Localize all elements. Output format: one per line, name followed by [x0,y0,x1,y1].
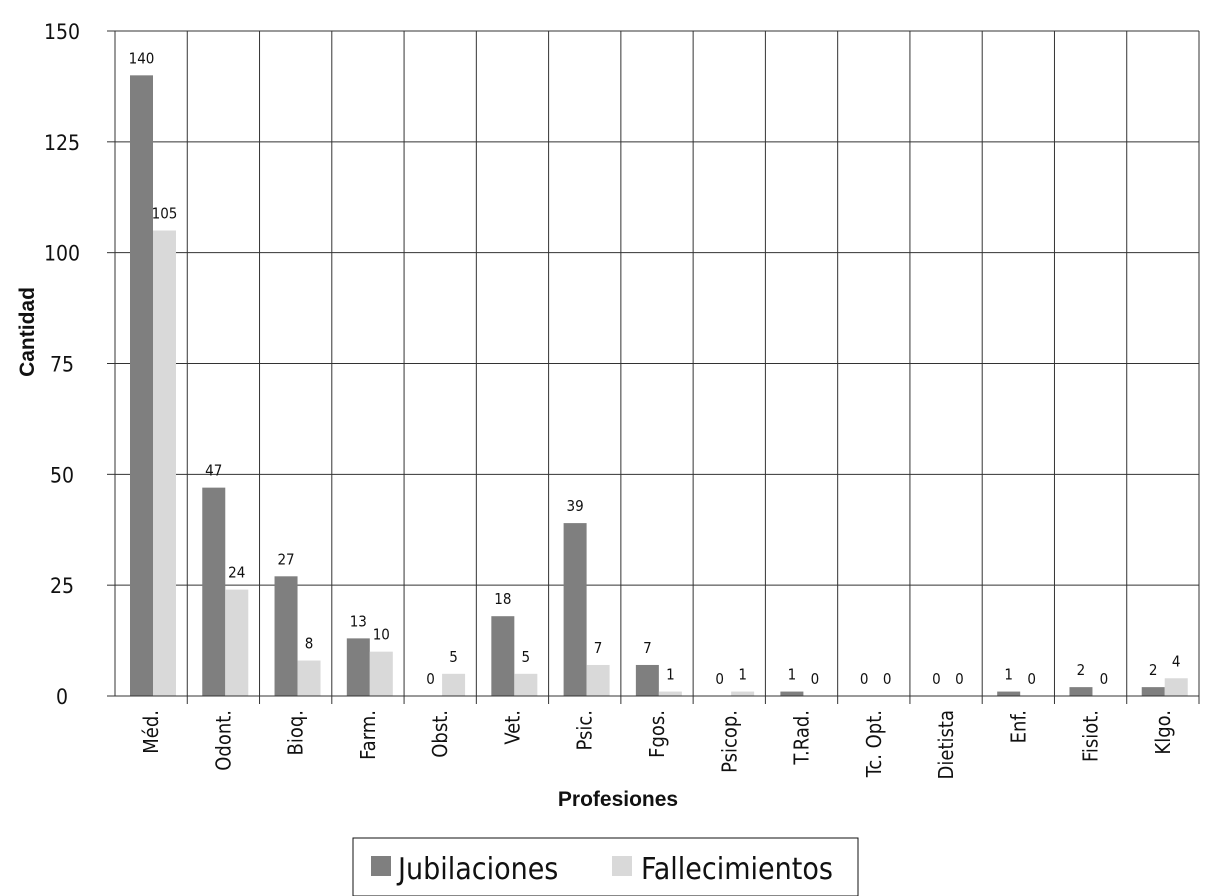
bar-jubilaciones-5 [491,616,515,696]
x-tick-label: Vet. [500,710,524,745]
data-label: 5 [522,648,531,666]
bar-jubilaciones-2 [274,576,298,696]
x-tick-label: Klgo. [1151,710,1175,755]
bar-jubilaciones-9 [780,691,804,696]
y-tick-label: 75 [50,353,74,377]
data-label: 7 [594,639,603,657]
data-label: 24 [228,564,245,582]
data-label: 140 [129,49,155,67]
bar-fallecimientos-1 [225,589,249,696]
bar-jubilaciones-13 [1069,687,1093,696]
y-tick-label: 150 [44,20,80,44]
x-tick-label: Obst. [428,710,452,758]
x-tick-label: Fisiot. [1079,710,1103,762]
bar-fallecimientos-6 [586,664,610,696]
data-label: 5 [449,648,458,666]
y-axis-title: Cantidad [16,287,39,377]
data-label: 0 [1027,670,1036,688]
x-tick-label: Farm. [356,710,380,760]
x-tick-label: Fgos. [645,710,669,758]
data-label: 0 [932,670,941,688]
data-label: 105 [152,205,178,223]
grid-lines [115,30,1200,696]
y-tick-label: 25 [50,574,74,598]
x-tick-label: T.Rad. [790,710,814,766]
data-label: 2 [1077,661,1086,679]
y-tick-label: 100 [44,242,80,266]
legend-swatch-jubilaciones [371,856,391,876]
data-label: 0 [811,670,820,688]
bar-jubilaciones-3 [346,638,370,696]
data-label: 1 [1004,666,1013,684]
x-tick-labels: Méd. Odont. Bioq. Farm. Obst. Vet. Psic. Fgos. P… [139,710,1175,779]
data-label: 4 [1172,652,1181,670]
bar-fallecimientos-4 [442,673,466,696]
bar-fallecimientos-5 [514,673,538,696]
bar-fallecimientos-8 [731,691,755,696]
data-label: 0 [1100,670,1109,688]
legend-label-fallecimientos: Fallecimientos [641,852,833,887]
data-label: 0 [955,670,964,688]
data-label: 7 [643,639,652,657]
x-tick-label: Bioq. [284,710,308,756]
data-label: 1 [788,666,797,684]
axes [107,30,1200,704]
bar-fallecimientos-7 [658,691,682,696]
data-label: 0 [715,670,724,688]
legend-swatch-fallecimientos [612,856,632,876]
bar-fallecimientos-14 [1164,678,1188,696]
y-tick-label: 0 [56,685,68,709]
y-tick-labels: 0 25 50 75 100 125 150 [44,20,80,709]
x-axis-title: Profesiones [558,788,678,811]
x-tick-label: Psic. [573,710,597,750]
data-label: 1 [666,666,675,684]
x-tick-label: Méd. [139,710,163,754]
bar-jubilaciones-1 [202,487,226,696]
x-tick-label: Psicop. [717,710,741,773]
data-label: 47 [205,462,222,480]
bars [130,75,1188,697]
x-tick-label: Dietista [934,710,958,779]
legend: Jubilaciones Fallecimientos [352,837,859,896]
data-label: 39 [567,497,584,515]
bar-jubilaciones-7 [635,664,659,696]
data-label: 0 [426,670,435,688]
x-tick-label: Odont. [211,710,235,771]
data-label: 0 [883,670,892,688]
bar-fallecimientos-0 [153,230,176,696]
legend-box [352,837,859,896]
y-tick-label: 125 [44,131,80,155]
data-label: 8 [305,635,314,653]
data-label: 2 [1149,661,1158,679]
bar-jubilaciones-12 [997,691,1021,696]
x-tick-label: Tc. Opt. [862,710,886,778]
bar-jubilaciones-0 [130,75,153,697]
data-label: 10 [373,626,390,644]
bar-fallecimientos-3 [369,651,393,696]
legend-label-jubilaciones: Jubilaciones [396,852,558,887]
data-label: 13 [350,612,367,630]
data-label: 0 [860,670,869,688]
bar-jubilaciones-14 [1141,687,1165,696]
x-tick-label: Enf. [1006,710,1030,743]
y-tick-label: 50 [50,463,74,487]
data-label: 1 [738,666,747,684]
bar-fallecimientos-2 [297,660,321,696]
data-label: 18 [494,590,511,608]
data-label: 27 [277,550,294,568]
bar-jubilaciones-6 [563,523,587,696]
